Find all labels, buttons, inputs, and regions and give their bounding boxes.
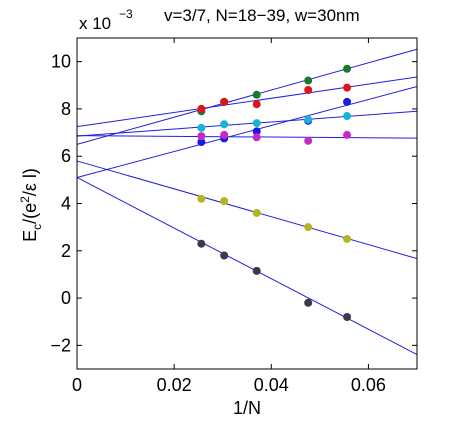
point-s5-5 [343,130,352,139]
point-s3-3 [252,127,261,136]
fit-line-4 [76,110,418,137]
x-tick-label: 0.06 [351,375,386,395]
y-scale-exponent: −3 [119,7,133,21]
point-s5-2 [220,130,229,139]
data-points [197,64,352,321]
y-scale-factor: x 10 −3 [79,7,133,33]
y-tick-label: 10 [51,52,71,72]
point-s6-1 [197,194,206,203]
x-tick-label: 0.04 [254,375,289,395]
point-s2-5 [343,83,352,92]
point-s6-5 [343,234,352,243]
x-axis-ticks: 0 0.02 0.04 0.06 [72,38,386,395]
point-s4-3 [252,119,261,128]
point-s7-5 [343,312,352,321]
point-s7-1 [197,239,206,248]
fit-line-7 [76,177,418,356]
fit-line-3 [76,85,418,178]
fit-line-6 [76,160,418,260]
y-axis-label: Ec/(e2/ε l) [18,168,44,242]
y-tick-label: −2 [50,335,71,355]
point-s7-4 [304,298,313,307]
y-label-main: E [20,230,40,242]
fit-line-5 [76,135,418,139]
point-s7-2 [220,251,229,260]
point-s5-4 [304,136,313,145]
chart-title: v=3/7, N=18−39, w=30nm [164,6,360,25]
y-tick-label: 6 [61,146,71,166]
y-tick-label: 4 [61,194,71,214]
point-s7-3 [252,266,261,275]
x-tick-label: 0.02 [157,375,192,395]
point-s1-3 [252,90,261,99]
y-scale-prefix: x 10 [79,14,111,33]
point-s3-5 [343,97,352,106]
fit-line-1 [76,48,418,145]
point-s3-1 [197,138,206,147]
point-s1-5 [343,64,352,73]
fit-lines [76,48,418,356]
fit-line-2 [76,76,418,128]
point-s5-3 [252,133,261,142]
y-axis-ticks: −2 0 2 4 6 8 10 [50,52,417,355]
point-s6-2 [220,197,229,206]
x-tick-label: 0 [72,375,82,395]
y-label-tail: /(e [20,203,40,224]
point-s2-2 [220,97,229,106]
plot-area [77,38,417,369]
point-s4-4 [304,115,313,124]
y-tick-label: 0 [61,288,71,308]
point-s6-3 [252,208,261,217]
point-s5-1 [197,132,206,141]
point-s4-1 [197,123,206,132]
x-axis-label: 1/N [233,398,261,418]
y-label-sup: 2 [18,196,32,203]
point-s2-4 [304,86,313,95]
y-label-end: /ε l) [20,168,40,196]
point-s2-1 [197,104,206,113]
y-tick-label: 8 [61,99,71,119]
point-s1-4 [304,76,313,85]
point-s4-5 [343,112,352,121]
svg-text:Ec/(e2/ε l): Ec/(e2/ε l) [18,168,44,242]
point-s6-4 [304,223,313,232]
point-s2-3 [252,100,261,109]
y-tick-label: 2 [61,241,71,261]
point-s4-2 [220,120,229,129]
y-label-sub: c [30,224,44,230]
